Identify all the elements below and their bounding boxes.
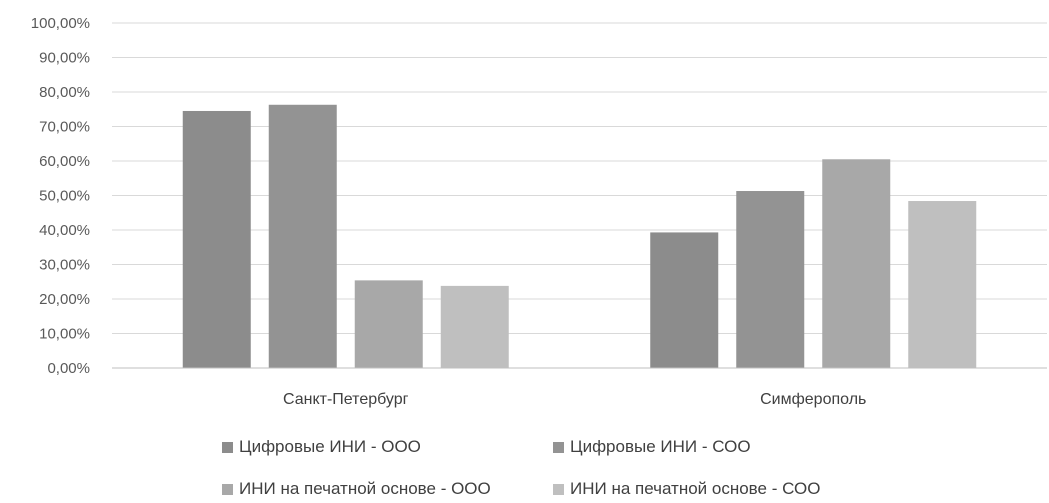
legend-label-print-soo: ИНИ на печатной основе - СОО: [570, 479, 821, 498]
category-label: Симферополь: [760, 391, 866, 408]
bars: [182, 104, 977, 368]
legend-item-digital-soo: Цифровые ИНИ - СОО: [553, 437, 751, 457]
legend-item-print-ooo: ИНИ на печатной основе - ООО: [222, 479, 491, 499]
category-labels: Санкт-Петербург Симферополь: [283, 391, 866, 408]
legend-swatch-print-ooo: [222, 483, 233, 495]
y-tick-label: 20,00%: [39, 291, 90, 308]
bar: [908, 201, 977, 368]
bar: [268, 104, 337, 368]
legend-label-print-ooo: ИНИ на печатной основе - ООО: [239, 479, 491, 498]
y-tick-label: 90,00%: [39, 50, 90, 67]
y-tick-label: 50,00%: [39, 188, 90, 205]
legend-swatch-digital-ooo: [222, 441, 233, 453]
y-tick-label: 40,00%: [39, 222, 90, 239]
bar: [650, 232, 719, 368]
bar-chart: 0,00% 10,00% 20,00% 30,00% 40,00% 50,00% 60,00…: [31, 15, 1047, 408]
legend-label-digital-soo: Цифровые ИНИ - СОО: [570, 437, 751, 456]
bar: [822, 159, 891, 368]
y-tick-label: 100,00%: [31, 15, 90, 32]
legend-item-digital-ooo: Цифровые ИНИ - ООО: [222, 437, 421, 457]
y-axis-tick-labels: 0,00% 10,00% 20,00% 30,00% 40,00% 50,00% 60,00…: [31, 15, 90, 377]
bar: [354, 280, 423, 368]
legend-row-1: Цифровые ИНИ - ООО Цифровые ИНИ - СОО: [0, 437, 1049, 461]
bar: [736, 191, 805, 368]
y-tick-label: 10,00%: [39, 326, 90, 343]
category-label: Санкт-Петербург: [283, 391, 409, 408]
legend-label-digital-ooo: Цифровые ИНИ - ООО: [239, 437, 421, 456]
legend-item-print-soo: ИНИ на печатной основе - СОО: [553, 479, 820, 499]
y-tick-label: 80,00%: [39, 84, 90, 101]
gridlines: [112, 22, 1047, 334]
bar: [440, 285, 509, 368]
legend-row-2: ИНИ на печатной основе - ООО ИНИ на печа…: [0, 479, 1049, 503]
legend-swatch-print-soo: [553, 483, 564, 495]
bar: [182, 110, 251, 368]
y-tick-label: 0,00%: [47, 360, 90, 377]
y-tick-label: 30,00%: [39, 257, 90, 274]
legend-swatch-digital-soo: [553, 441, 564, 453]
y-tick-label: 60,00%: [39, 153, 90, 170]
y-tick-label: 70,00%: [39, 119, 90, 136]
